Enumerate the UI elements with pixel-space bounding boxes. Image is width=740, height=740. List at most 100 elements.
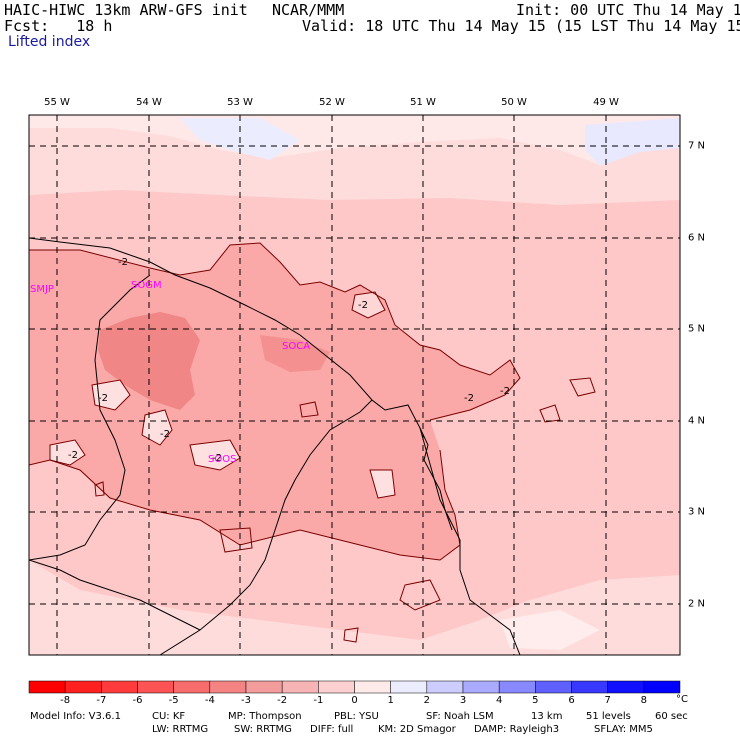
- lat-label: 2 N: [688, 598, 706, 610]
- colorbar-tick-label: -8: [60, 695, 71, 706]
- organization-label: NCAR/MMM: [272, 1, 345, 19]
- damping-option: DAMP: Rayleigh3: [474, 724, 560, 735]
- colorbar-swatch: [209, 680, 247, 694]
- border-south: [29, 559, 201, 631]
- lat-label: 6 N: [688, 232, 706, 244]
- li-minus3-patch: [260, 335, 330, 372]
- contour-line: [399, 579, 441, 611]
- colorbar-tick-label: -6: [132, 695, 143, 706]
- microphysics-scheme: MP: Thompson: [228, 711, 302, 722]
- pbl-scheme: PBL: YSU: [334, 711, 379, 722]
- lat-label: 5 N: [688, 323, 706, 335]
- colorbar-swatch: [426, 680, 464, 694]
- colorbar-tick-label: 1: [387, 695, 394, 706]
- contour-line: [369, 469, 396, 499]
- time-step: 60 sec: [655, 711, 688, 722]
- diffusion-option: DIFF: full: [310, 724, 354, 735]
- surface-scheme: SF: Noah LSM: [426, 711, 494, 722]
- lon-label: 50 W: [501, 97, 527, 108]
- colorbar-swatch: [173, 680, 211, 694]
- contour-line: [569, 377, 596, 397]
- colorbar-swatch: [354, 680, 391, 694]
- lat-label: 4 N: [688, 415, 706, 427]
- colorbar-tick-label: 4: [495, 695, 503, 706]
- colorbar-swatch: [390, 680, 428, 694]
- contour-label: -2: [160, 429, 170, 440]
- contour-line: [49, 439, 86, 466]
- contour-line: [539, 404, 561, 423]
- lon-label: 51 W: [410, 97, 436, 108]
- forecast-hour: Fcst: 18 h: [4, 17, 113, 35]
- river: [419, 427, 453, 531]
- colorbar-tick-label: -5: [168, 695, 179, 706]
- station-label: SOOS: [208, 454, 236, 465]
- vertical-levels: 51 levels: [586, 711, 631, 722]
- lat-label: 7 N: [688, 140, 706, 152]
- map-frame: [28, 114, 681, 656]
- colorbar-tick-label: -7: [96, 695, 107, 706]
- colorbar-unit: °C: [676, 694, 688, 705]
- coastline: [29, 237, 521, 655]
- colorbar-tick-label: -1: [313, 695, 324, 706]
- colorbar-tick-label: 3: [459, 695, 467, 706]
- lat-label: 3 N: [688, 506, 706, 518]
- colorbar-swatch: [607, 680, 645, 694]
- shortwave-scheme: SW: RRTMG: [234, 724, 292, 735]
- colorbar-tick-label: -2: [277, 695, 288, 706]
- border-suriname-west: [29, 274, 151, 561]
- colorbar-swatch: [281, 680, 319, 694]
- field-name: Lifted index: [8, 34, 91, 50]
- colorbar-swatch: [101, 680, 138, 694]
- contour-label: -2: [464, 393, 474, 404]
- contour-line: [299, 401, 319, 418]
- valid-time: Valid: 18 UTC Thu 14 May 15 (15 LST Thu …: [302, 17, 740, 35]
- contour-label: -2: [68, 450, 78, 461]
- lon-label: 52 W: [319, 97, 345, 108]
- li-blue-region-northeast: [585, 118, 680, 166]
- station-label: SMJP: [30, 284, 54, 295]
- colorbar-tick-label: 2: [423, 695, 431, 706]
- eddy-coefficient-option: KM: 2D Smagor: [378, 724, 456, 735]
- lon-label: 53 W: [227, 97, 253, 108]
- contour-label: -2: [98, 393, 108, 404]
- colorbar-swatch: [643, 680, 681, 694]
- model-title: HAIC-HIWC 13km ARW-GFS init: [4, 1, 248, 19]
- contour-line: [343, 627, 359, 643]
- grid-resolution: 13 km: [531, 711, 563, 722]
- station-label: SOCA: [282, 341, 310, 352]
- surface-layer-option: SFLAY: MM5: [594, 724, 653, 735]
- li-positive-region-southeast: [500, 610, 600, 650]
- colorbar-tick-label: 6: [568, 695, 575, 706]
- lon-label: 49 W: [593, 97, 619, 108]
- colorbar-tick-label: 8: [640, 695, 648, 706]
- colorbar-swatch: [571, 680, 608, 694]
- colorbar-tick-label: 5: [532, 695, 539, 706]
- contour-label: -2: [358, 300, 368, 311]
- contour-line: [141, 409, 173, 446]
- li-light-pocket: [92, 380, 130, 410]
- li-light-pocket: [50, 440, 85, 465]
- colorbar-swatch: [535, 680, 572, 694]
- colorbar-tick-label: 0: [351, 695, 358, 706]
- colorbar-tick-label: -4: [204, 695, 215, 706]
- model-info: Model Info: V3.6.1: [30, 711, 121, 722]
- contour-line: [94, 481, 105, 497]
- lon-label: 55 W: [44, 97, 70, 108]
- colorbar: [28, 680, 681, 694]
- colorbar-swatch: [245, 680, 283, 694]
- contour-line: [91, 379, 131, 411]
- li-light-pocket: [352, 292, 385, 318]
- li-light-pocket: [190, 440, 240, 470]
- contour-line: [29, 449, 461, 561]
- colorbar-swatch: [137, 680, 174, 694]
- contour-label: -2: [212, 453, 222, 464]
- contour-line: [351, 291, 386, 319]
- colorbar-swatch: [28, 680, 66, 694]
- contour-line: [219, 527, 253, 553]
- contour-line: [29, 242, 521, 421]
- station-label: SOGM: [131, 280, 162, 291]
- contour-label: -2: [118, 257, 128, 268]
- colorbar-tick-label: -3: [241, 695, 251, 706]
- colorbar-swatch: [318, 680, 355, 694]
